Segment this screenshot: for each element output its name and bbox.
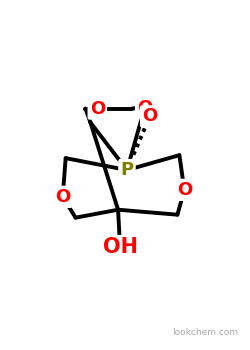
Text: lookchem.com: lookchem.com bbox=[172, 328, 239, 337]
Text: OH: OH bbox=[102, 237, 138, 257]
Text: O: O bbox=[55, 188, 70, 206]
Text: P: P bbox=[120, 161, 134, 179]
Text: O: O bbox=[142, 107, 157, 125]
Text: O: O bbox=[90, 99, 105, 118]
Text: O: O bbox=[137, 99, 152, 117]
Text: O: O bbox=[177, 181, 192, 199]
